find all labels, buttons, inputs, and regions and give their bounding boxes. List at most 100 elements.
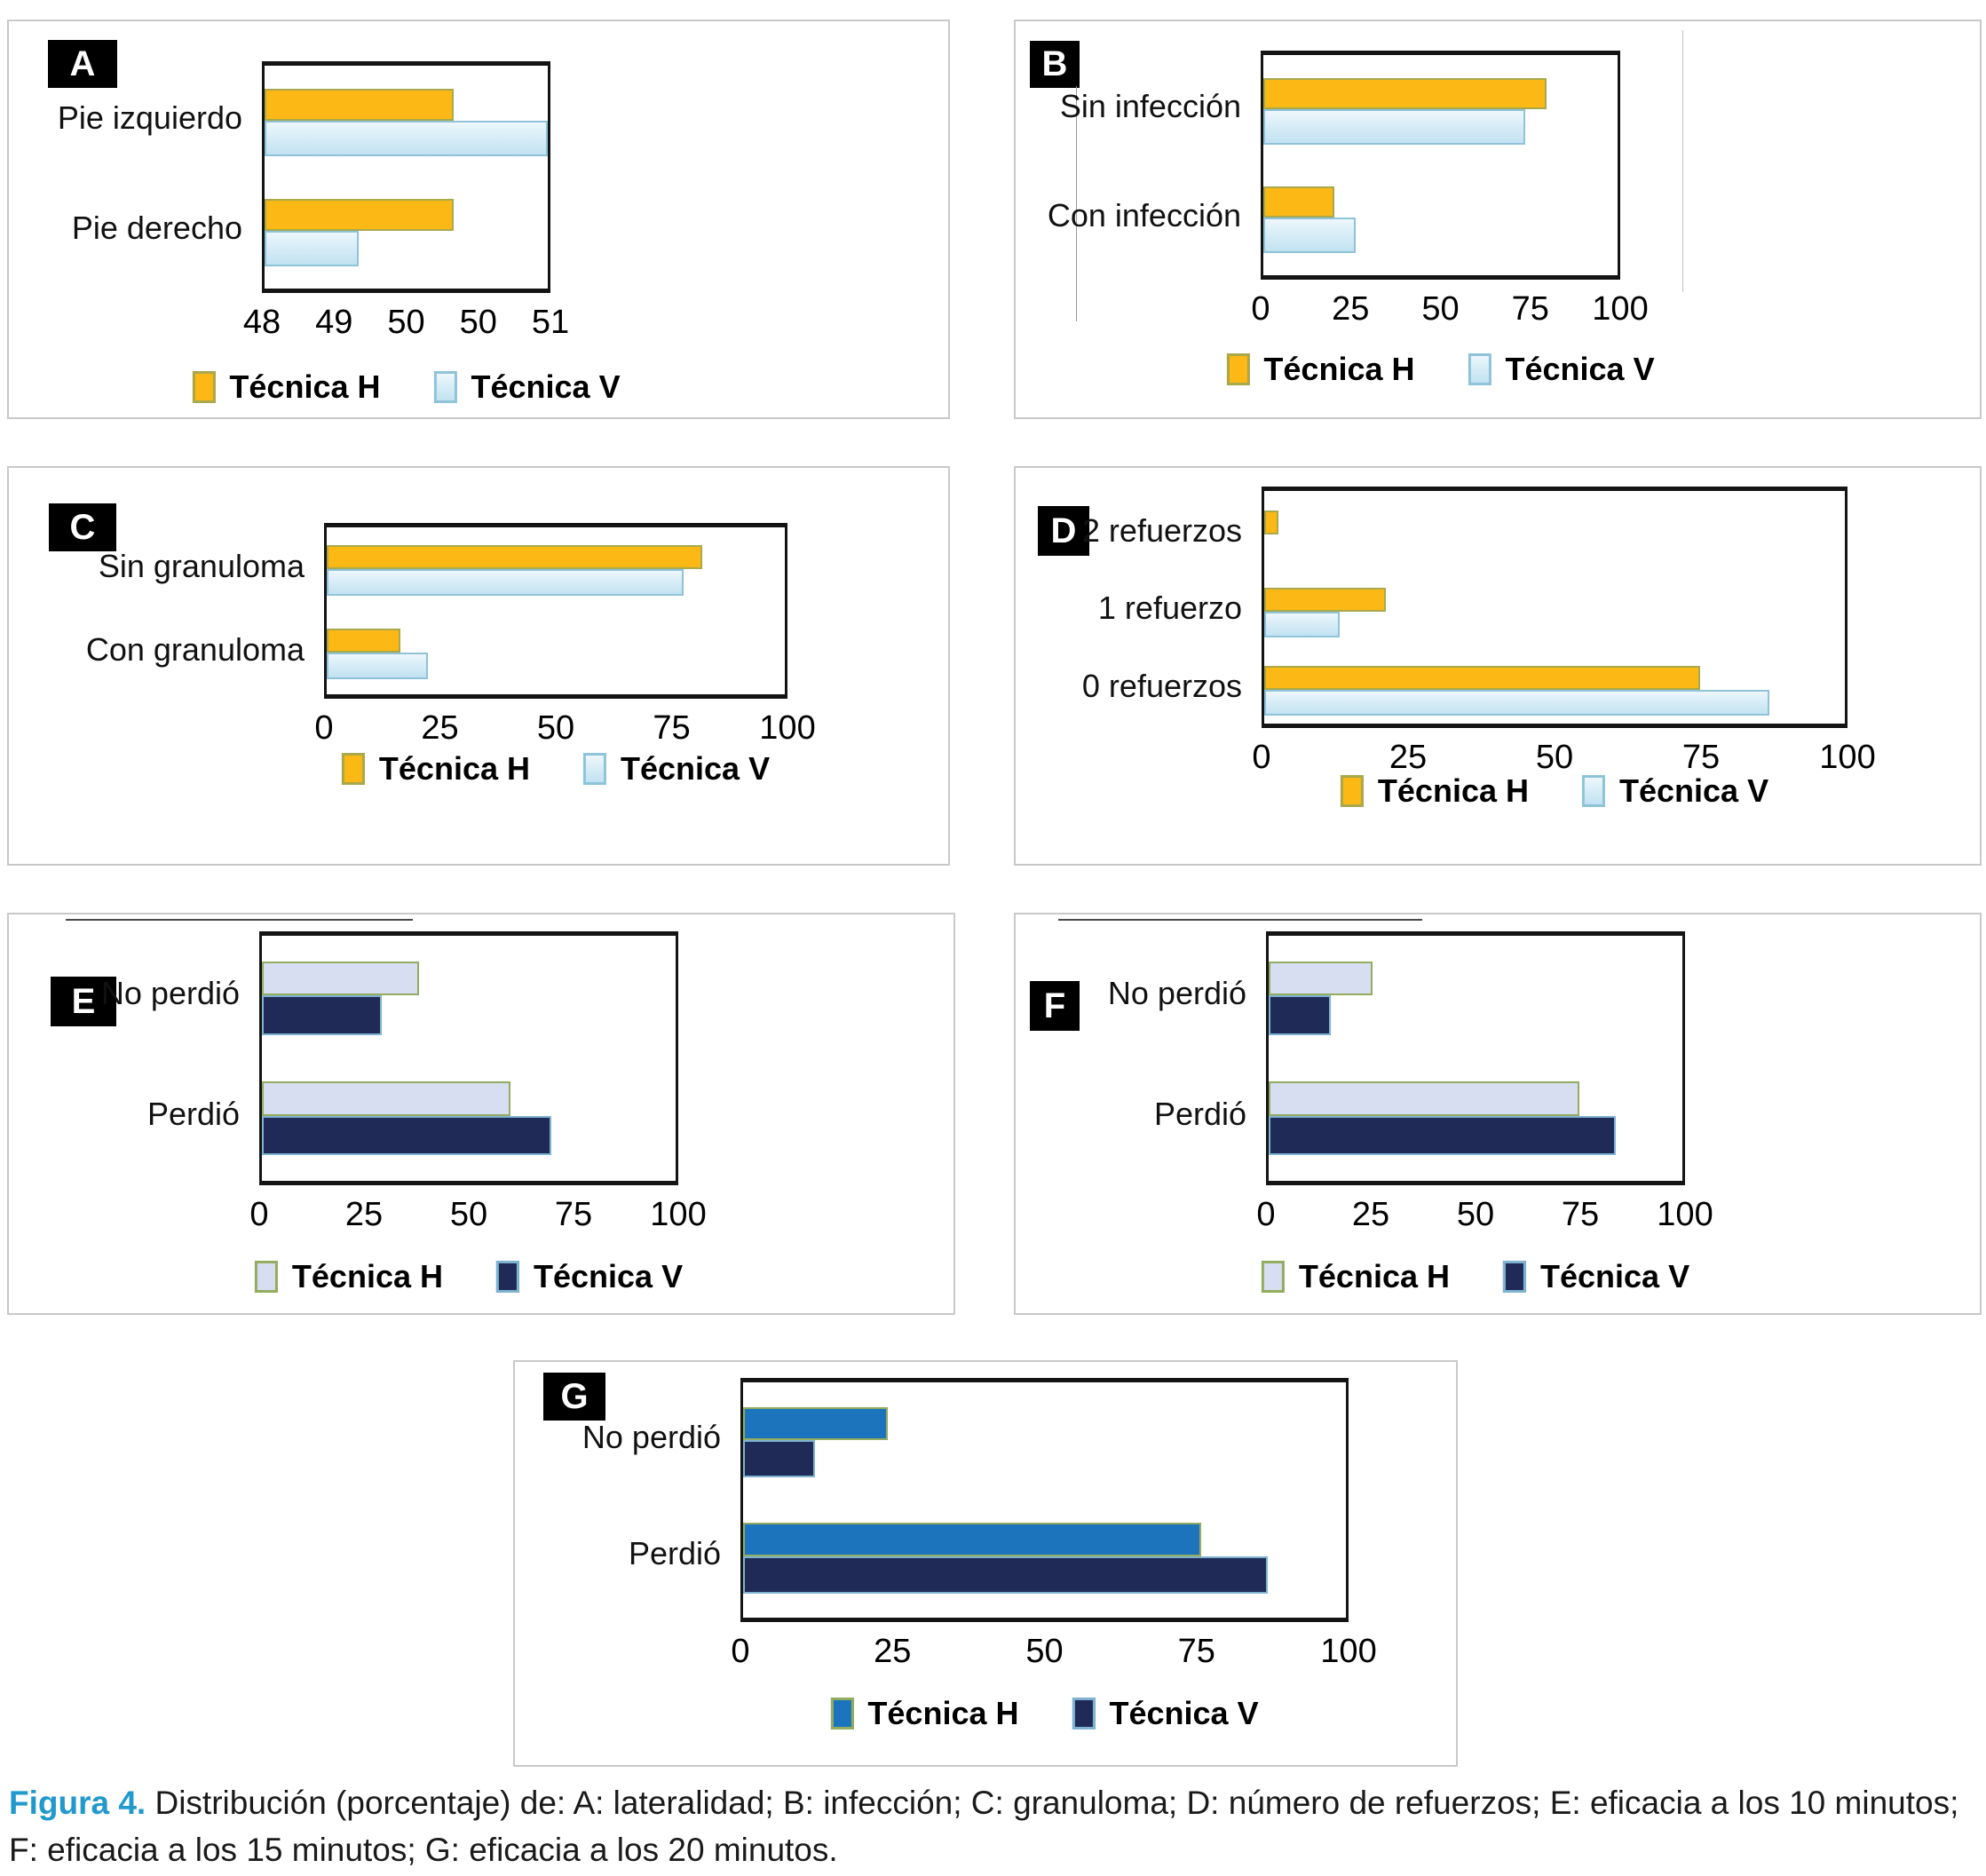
- plot-area-b: [1261, 51, 1620, 280]
- x-tick-label: 75: [1681, 739, 1721, 776]
- panel-b: B Sin infección Con infección 0 25 50 75 100 Téc…: [1014, 20, 1982, 419]
- x-tick-label: 50: [536, 709, 575, 747]
- panel-letter-f: F: [1030, 981, 1080, 1031]
- x-tick-label: 75: [554, 1196, 593, 1233]
- bar-tecnica-h: [1263, 77, 1547, 109]
- panel-e: E No perdió Perdió 0 25 50 75 100 Técnica H Técni…: [7, 913, 955, 1315]
- x-tick-label: 25: [421, 709, 459, 747]
- legend-label: Técnica H: [229, 368, 381, 405]
- legend: Técnica H Técnica V: [1340, 772, 1768, 810]
- bar-tecnica-h: [262, 961, 420, 996]
- bar-tecnica-v: [265, 230, 360, 266]
- x-tick-label: 0: [314, 709, 334, 747]
- category-label: No perdió: [100, 975, 240, 1012]
- x-tick-label: 50: [459, 304, 497, 341]
- bar-tecnica-h: [265, 199, 454, 231]
- legend-label: Técnica H: [1298, 1258, 1450, 1294]
- category-label: 0 refuerzos: [1081, 668, 1242, 705]
- legend-entry: Técnica H: [1226, 351, 1414, 388]
- panel-a: A Pie izquierdo Pie derecho 48 49 50 50 51 Técni…: [7, 20, 950, 419]
- category-label: Sin infección: [1059, 88, 1241, 125]
- x-tick-label: 25: [1351, 1196, 1390, 1233]
- legend-label: Técnica V: [1505, 351, 1655, 387]
- x-tick-label: 49: [315, 304, 353, 341]
- legend-swatch-v: [495, 1261, 519, 1293]
- stray-line: [1076, 86, 1077, 321]
- legend-swatch-v: [433, 371, 457, 403]
- legend: Técnica H Técnica V: [830, 1695, 1259, 1732]
- legend-label: Técnica H: [291, 1258, 443, 1294]
- legend-swatch-v: [1468, 353, 1491, 385]
- bar-tecnica-v: [1263, 108, 1526, 145]
- plot-area-a: [262, 61, 550, 293]
- x-tick-label: 100: [1320, 1633, 1377, 1670]
- legend: Técnica H Técnica V: [192, 368, 621, 406]
- bar-tecnica-v: [1269, 995, 1331, 1035]
- figure-caption: Figura 4. Distribución (porcentaje) de: …: [9, 1780, 1975, 1873]
- bar-tecnica-v: [327, 568, 684, 597]
- bar-tecnica-v: [1264, 690, 1769, 716]
- bar-tecnica-h: [265, 89, 454, 121]
- bar-tecnica-v: [327, 652, 428, 680]
- plot-area-e: [259, 931, 678, 1185]
- legend-swatch-h: [254, 1261, 278, 1293]
- stray-line: [66, 919, 413, 921]
- bar-tecnica-v: [1269, 1116, 1617, 1156]
- legend-label: Técnica H: [378, 750, 530, 787]
- x-tick-label: 75: [1511, 290, 1549, 328]
- legend-label: Técnica V: [1109, 1695, 1259, 1731]
- legend-label: Técnica H: [1263, 351, 1415, 387]
- category-label: No perdió: [582, 1419, 721, 1456]
- x-tick-label: 100: [1592, 290, 1649, 328]
- legend-swatch-h: [1340, 775, 1364, 807]
- x-tick-label: 100: [1657, 1196, 1713, 1233]
- legend-entry: Técnica H: [341, 750, 530, 788]
- x-tick-label: 0: [731, 1633, 750, 1670]
- legend-entry: Técnica V: [582, 750, 771, 788]
- x-tick-label: 50: [449, 1196, 488, 1233]
- bar-tecnica-h: [1269, 1081, 1579, 1117]
- x-tick-label: 25: [874, 1633, 912, 1670]
- legend-swatch-h: [192, 371, 216, 403]
- category-label: No perdió: [1107, 975, 1246, 1012]
- figure-caption-text: Distribución (porcentaje) de: A: lateral…: [9, 1785, 1959, 1868]
- panel-c: C Sin granuloma Con granuloma 0 25 50 75 100 Téc…: [7, 466, 950, 866]
- panel-letter-d: D: [1038, 506, 1089, 556]
- legend-entry: Técnica V: [1581, 772, 1768, 810]
- x-tick-label: 50: [1421, 290, 1460, 328]
- panel-f: F No perdió Perdió 0 25 50 75 100 Técnica H Técni…: [1014, 913, 1982, 1315]
- legend: Técnica H Técnica V: [1261, 1258, 1690, 1295]
- bar-tecnica-v: [262, 995, 383, 1035]
- legend-label: Técnica V: [471, 368, 621, 405]
- legend-label: Técnica H: [867, 1695, 1019, 1731]
- x-tick-label: 0: [249, 1196, 269, 1233]
- category-label: Con infección: [1047, 196, 1241, 234]
- stray-line: [1058, 919, 1422, 921]
- legend: Técnica H Técnica V: [254, 1258, 684, 1295]
- legend: Técnica H Técnica V: [341, 750, 771, 788]
- category-label: Perdió: [628, 1535, 721, 1571]
- bar-tecnica-v: [1264, 612, 1341, 637]
- x-tick-label: 100: [650, 1196, 707, 1233]
- category-label: Pie izquierdo: [57, 99, 242, 136]
- category-label: 2 refuerzos: [1081, 511, 1242, 549]
- legend-swatch-h: [1226, 353, 1250, 385]
- bar-tecnica-h: [1264, 666, 1700, 691]
- legend-label: Técnica V: [533, 1258, 684, 1294]
- x-tick-label: 25: [344, 1196, 384, 1233]
- bar-tecnica-v: [743, 1439, 816, 1478]
- x-tick-label: 25: [1332, 290, 1370, 328]
- category-label: Pie derecho: [71, 209, 242, 246]
- legend-label: Técnica V: [1539, 1258, 1690, 1294]
- bar-tecnica-h: [743, 1406, 888, 1440]
- x-tick-label: 75: [653, 709, 691, 747]
- figure-caption-label: Figura 4.: [9, 1785, 146, 1821]
- category-label: Perdió: [146, 1095, 240, 1132]
- legend-label: Técnica V: [620, 750, 771, 787]
- legend-entry: Técnica H: [192, 368, 380, 406]
- category-label: Perdió: [1153, 1095, 1246, 1132]
- x-tick-label: 48: [242, 304, 281, 341]
- legend-entry: Técnica V: [1072, 1695, 1259, 1732]
- panel-letter-e: E: [51, 977, 116, 1026]
